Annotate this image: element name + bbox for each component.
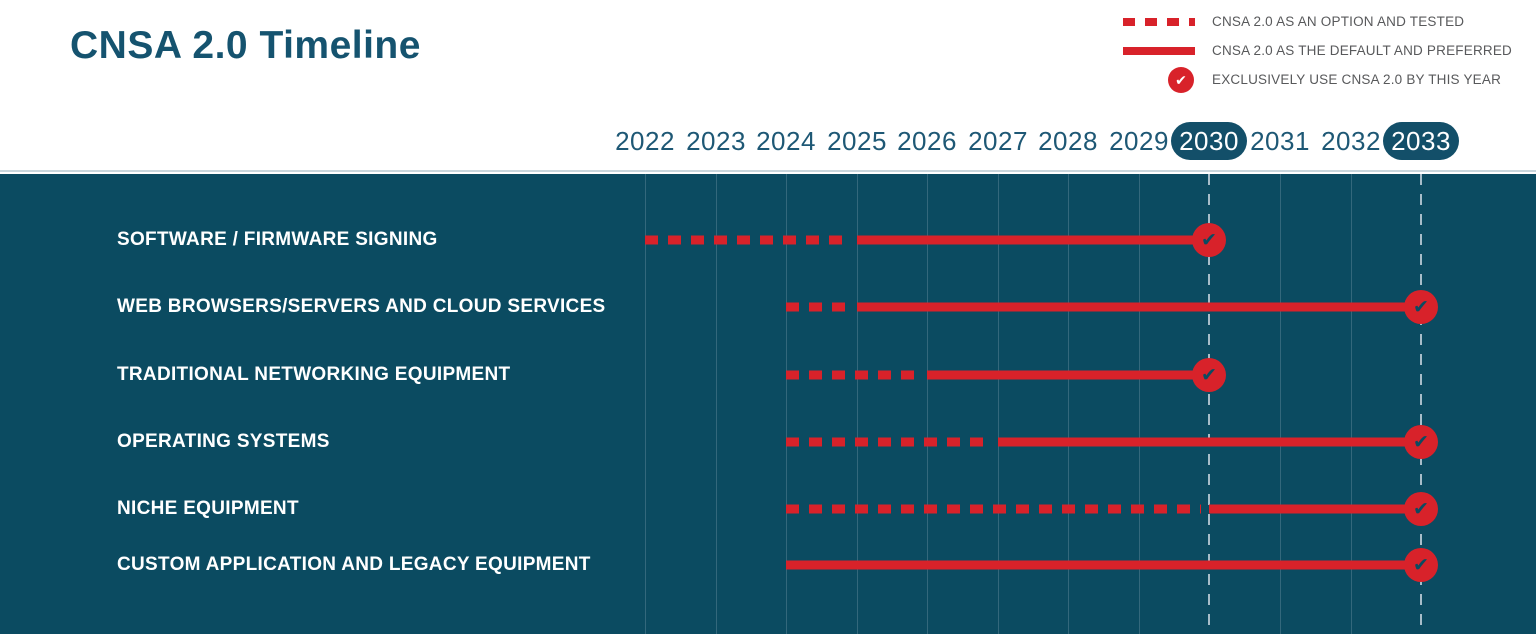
legend-label: EXCLUSIVELY USE CNSA 2.0 BY THIS YEAR bbox=[1212, 72, 1502, 87]
option-phase-bar bbox=[786, 370, 919, 380]
exclusive-check-icon: ✔ bbox=[1192, 223, 1226, 257]
solid-line-icon bbox=[1123, 38, 1195, 64]
legend-label: CNSA 2.0 AS AN OPTION AND TESTED bbox=[1212, 14, 1465, 29]
year-label-2024: 2024 bbox=[756, 126, 816, 156]
gridline-2031 bbox=[1280, 174, 1281, 634]
row-label: CUSTOM APPLICATION AND LEGACY EQUIPMENT bbox=[117, 554, 591, 575]
timeline-chart: SOFTWARE / FIRMWARE SIGNING ✔ WEB BROWSERS… bbox=[0, 174, 1536, 634]
dashed-line-icon bbox=[1123, 9, 1195, 35]
legend-item-exclusive: ✔ EXCLUSIVELY USE CNSA 2.0 BY THIS YEAR bbox=[1123, 65, 1512, 94]
header: CNSA 2.0 Timeline CNSA 2.0 AS AN OPTION … bbox=[0, 0, 1536, 172]
year-label-2033: 2033 bbox=[1383, 122, 1459, 160]
exclusive-check-icon: ✔ bbox=[1404, 548, 1438, 582]
exclusive-check-icon: ✔ bbox=[1404, 425, 1438, 459]
year-label-2028: 2028 bbox=[1038, 126, 1098, 156]
row-label: WEB BROWSERS/SERVERS AND CLOUD SERVICES bbox=[117, 296, 606, 317]
year-label-2026: 2026 bbox=[897, 126, 957, 156]
gridline-2025 bbox=[857, 174, 858, 634]
checkmark-icon: ✔ bbox=[1168, 66, 1194, 93]
legend-item-option: CNSA 2.0 AS AN OPTION AND TESTED bbox=[1123, 7, 1512, 36]
exclusive-check-icon: ✔ bbox=[1404, 290, 1438, 324]
row-label: TRADITIONAL NETWORKING EQUIPMENT bbox=[117, 364, 511, 385]
milestone-gridline-2030 bbox=[1208, 174, 1210, 634]
option-phase-bar bbox=[786, 437, 990, 447]
year-label-2022: 2022 bbox=[615, 126, 675, 156]
option-phase-bar bbox=[645, 235, 849, 245]
gridline-2026 bbox=[927, 174, 928, 634]
year-axis: 2022 2023 2024 2025 2026 2027 2028 2029 2030 2031… bbox=[0, 118, 1536, 164]
row-label: NICHE EQUIPMENT bbox=[117, 498, 299, 519]
default-phase-bar bbox=[1209, 504, 1421, 514]
option-phase-bar bbox=[786, 302, 849, 312]
check-circle-icon: ✔ bbox=[1123, 66, 1195, 93]
gridline-2024 bbox=[786, 174, 787, 634]
default-phase-bar bbox=[927, 370, 1209, 380]
year-label-2023: 2023 bbox=[686, 126, 746, 156]
exclusive-check-icon: ✔ bbox=[1404, 492, 1438, 526]
default-phase-bar bbox=[857, 302, 1421, 312]
legend: CNSA 2.0 AS AN OPTION AND TESTED CNSA 2.… bbox=[1123, 7, 1512, 94]
gridline-2027 bbox=[998, 174, 999, 634]
option-phase-bar bbox=[786, 504, 1201, 514]
row-label: OPERATING SYSTEMS bbox=[117, 431, 330, 452]
year-label-2029: 2029 bbox=[1109, 126, 1169, 156]
exclusive-check-icon: ✔ bbox=[1192, 358, 1226, 392]
year-label-2030: 2030 bbox=[1171, 122, 1247, 160]
default-phase-bar bbox=[786, 560, 1421, 570]
gridline-2022 bbox=[645, 174, 646, 634]
gridline-2032 bbox=[1351, 174, 1352, 634]
default-phase-bar bbox=[857, 235, 1210, 245]
year-label-2027: 2027 bbox=[968, 126, 1028, 156]
year-label-2025: 2025 bbox=[827, 126, 887, 156]
gridline-2029 bbox=[1139, 174, 1140, 634]
year-label-2032: 2032 bbox=[1321, 126, 1381, 156]
gridline-2023 bbox=[716, 174, 717, 634]
default-phase-bar bbox=[998, 437, 1421, 447]
page-title: CNSA 2.0 Timeline bbox=[70, 24, 421, 67]
gridline-2028 bbox=[1068, 174, 1069, 634]
legend-label: CNSA 2.0 AS THE DEFAULT AND PREFERRED bbox=[1212, 43, 1512, 58]
row-label: SOFTWARE / FIRMWARE SIGNING bbox=[117, 229, 438, 250]
legend-item-default: CNSA 2.0 AS THE DEFAULT AND PREFERRED bbox=[1123, 36, 1512, 65]
milestone-gridline-2033 bbox=[1420, 174, 1422, 634]
year-label-2031: 2031 bbox=[1250, 126, 1310, 156]
